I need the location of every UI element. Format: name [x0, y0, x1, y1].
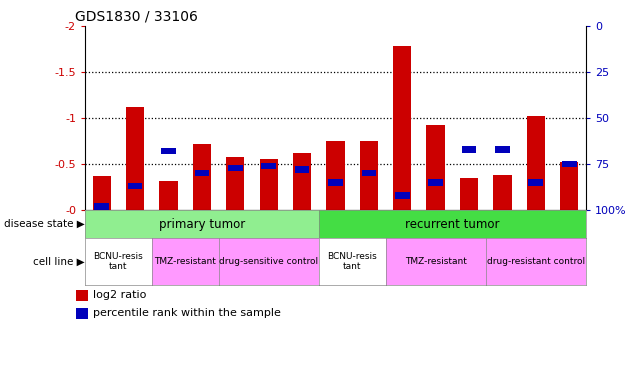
Text: log2 ratio: log2 ratio	[93, 290, 147, 300]
Bar	[326, 141, 345, 210]
Bar	[328, 179, 343, 186]
Bar	[527, 116, 545, 210]
Text: TMZ-resistant: TMZ-resistant	[404, 257, 467, 266]
Bar	[228, 165, 243, 171]
Bar	[126, 107, 144, 210]
Text: BCNU-resis
tant: BCNU-resis tant	[94, 252, 143, 271]
Bar	[428, 179, 443, 186]
Bar	[395, 192, 410, 198]
Bar	[161, 148, 176, 154]
Bar	[462, 146, 476, 153]
Bar	[295, 166, 309, 173]
Text: recurrent tumor: recurrent tumor	[405, 217, 500, 231]
Text: GDS1830 / 33106: GDS1830 / 33106	[75, 10, 198, 24]
Bar	[76, 290, 88, 301]
Bar	[195, 170, 209, 177]
Bar	[460, 178, 478, 210]
Bar	[362, 170, 376, 177]
Bar	[261, 163, 276, 169]
Bar	[76, 308, 88, 319]
Text: drug-resistant control: drug-resistant control	[487, 257, 585, 266]
Bar	[529, 179, 543, 186]
Bar	[226, 157, 244, 210]
Text: primary tumor: primary tumor	[159, 217, 245, 231]
Bar	[393, 46, 411, 210]
Text: TMZ-resistant: TMZ-resistant	[154, 257, 216, 266]
Bar	[193, 144, 211, 210]
Bar	[427, 124, 445, 210]
Text: drug-sensitive control: drug-sensitive control	[219, 257, 318, 266]
Bar	[560, 162, 578, 210]
Bar	[562, 161, 576, 167]
Bar	[128, 183, 142, 189]
Bar	[493, 175, 512, 210]
Bar	[93, 176, 111, 210]
Bar	[159, 181, 178, 210]
Text: BCNU-resis
tant: BCNU-resis tant	[328, 252, 377, 271]
Text: cell line ▶: cell line ▶	[33, 256, 85, 267]
Text: percentile rank within the sample: percentile rank within the sample	[93, 308, 281, 318]
Bar	[360, 141, 378, 210]
Text: disease state ▶: disease state ▶	[4, 219, 85, 229]
Bar	[260, 159, 278, 210]
Bar	[293, 153, 311, 210]
Bar	[94, 203, 109, 210]
Bar	[495, 146, 510, 153]
